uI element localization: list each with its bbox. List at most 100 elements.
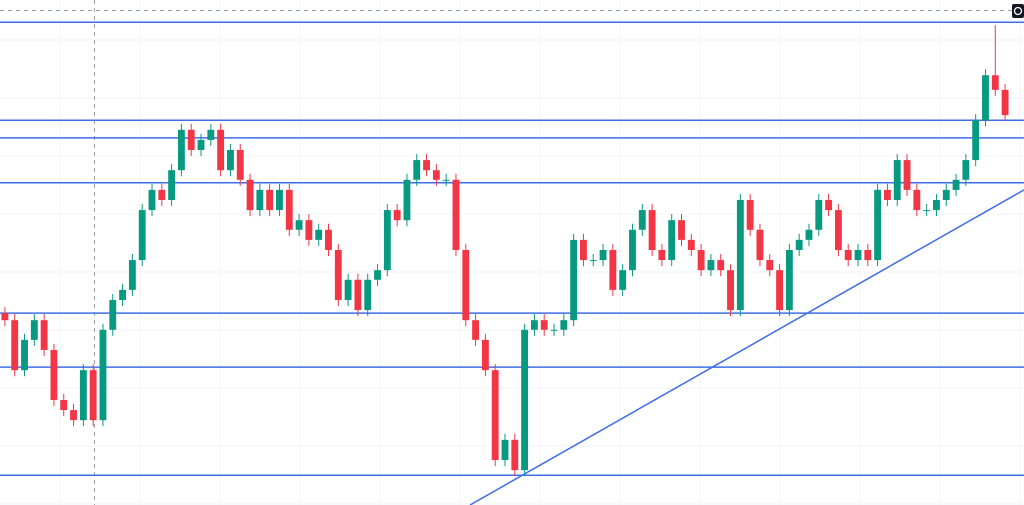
candle-body: [874, 189, 882, 261]
candle-body: [177, 129, 185, 171]
candle-body: [560, 320, 568, 330]
candle-body: [501, 439, 509, 461]
candle-body: [432, 170, 440, 180]
candle-body: [325, 229, 332, 250]
candle-body: [79, 370, 87, 421]
candle-body: [207, 129, 215, 140]
candle-body: [30, 320, 38, 340]
candle-body: [266, 189, 274, 211]
candle-body: [413, 160, 421, 180]
candle-body: [491, 370, 499, 461]
candle-body: [991, 75, 999, 90]
candle-body: [844, 249, 852, 261]
candle-body: [530, 320, 538, 330]
candle-body: [393, 210, 401, 221]
candle-body: [599, 249, 607, 261]
candle-body: [756, 229, 764, 261]
candle-body: [589, 260, 597, 262]
candle-body: [707, 260, 715, 271]
candle-body: [364, 279, 372, 311]
candle-body: [776, 270, 783, 311]
candle-body: [236, 149, 244, 180]
candle-body: [933, 199, 940, 211]
candle-body: [285, 189, 293, 230]
candle-body: [119, 289, 127, 300]
candle-body: [383, 210, 391, 271]
candle-body: [727, 270, 734, 311]
candle-body: [864, 249, 872, 261]
candle-body: [746, 199, 754, 230]
candle-body: [511, 439, 519, 471]
candle-body: [462, 249, 470, 321]
candle-body: [795, 239, 803, 250]
candle-body: [658, 249, 666, 261]
candle-body: [893, 160, 901, 200]
candle-body: [638, 210, 646, 230]
candle-body: [276, 189, 283, 211]
candle-body: [60, 399, 68, 411]
candle-body: [785, 249, 793, 311]
candle-body: [982, 75, 989, 121]
candle-body: [972, 120, 980, 161]
candle-body: [227, 149, 234, 171]
candle-body: [1, 313, 9, 321]
candle-body: [687, 239, 695, 250]
candle-body: [109, 299, 117, 330]
candle-body: [962, 160, 970, 180]
candle-body: [40, 320, 48, 350]
candle-body: [678, 220, 685, 240]
trendline: [469, 189, 1024, 505]
candle-body: [442, 179, 450, 181]
candle-body: [619, 270, 627, 290]
candle-body: [148, 189, 156, 211]
candle-body: [825, 199, 833, 211]
candle-body: [942, 189, 950, 200]
candle-body: [374, 270, 381, 280]
candle-body: [295, 220, 303, 230]
candle-body: [540, 320, 548, 330]
candle-body: [952, 179, 960, 190]
candle-body: [815, 199, 823, 230]
candle-body: [128, 260, 136, 290]
candle-body: [717, 260, 725, 271]
candle-body: [50, 349, 58, 400]
candle-body: [913, 189, 921, 211]
candle-body: [344, 279, 352, 300]
candle-body: [89, 370, 97, 421]
candle-body: [197, 139, 205, 150]
candle-body: [138, 210, 146, 261]
candle-body: [246, 179, 254, 211]
candle-body: [903, 160, 911, 190]
candle-body: [21, 339, 28, 371]
candle-body: [923, 210, 931, 212]
candle-body: [834, 210, 842, 250]
candle-body: [334, 249, 342, 300]
candle-body: [256, 189, 264, 211]
settings-icon[interactable]: [1012, 4, 1024, 18]
candle-body: [403, 179, 411, 221]
candle-body: [580, 239, 587, 261]
candle-body: [217, 129, 225, 171]
candle-body: [168, 170, 176, 200]
candle-body: [158, 189, 166, 200]
candle-body: [472, 320, 480, 340]
candle-body: [570, 239, 578, 321]
candle-body: [697, 249, 705, 271]
candle-body: [629, 229, 636, 271]
candle-body: [805, 229, 813, 240]
candle-body: [766, 260, 774, 271]
candle-body: [1001, 89, 1009, 116]
candle-body: [187, 129, 195, 150]
candle-body: [354, 279, 362, 311]
candle-body: [668, 220, 676, 261]
candle-body: [99, 329, 107, 421]
candle-body: [854, 249, 862, 261]
candle-body: [423, 160, 430, 171]
candle-body: [736, 199, 744, 311]
candle-body: [11, 320, 19, 371]
candle-body: [481, 339, 489, 371]
candle-body: [452, 179, 460, 250]
candle-body: [70, 410, 77, 421]
